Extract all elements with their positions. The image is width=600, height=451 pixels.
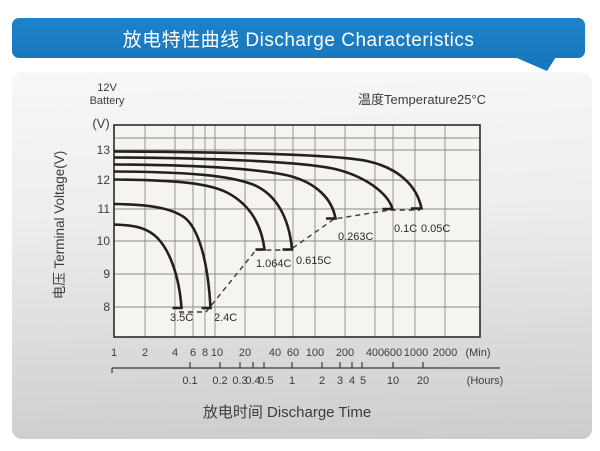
cutoff-dashed-line [179, 209, 420, 313]
hr-tick-10: 10 [387, 375, 399, 387]
hr-tick-3: 3 [337, 375, 343, 387]
min-tick-2: 2 [142, 347, 148, 359]
min-tick-60: 60 [287, 347, 299, 359]
curve-0-615c [113, 170, 294, 251]
curve-label-2-4c: 2.4C [214, 312, 237, 324]
y-tick-8: 8 [103, 300, 110, 314]
min-tick-40: 40 [269, 347, 281, 359]
hr-tick-0-4: 0.4 [245, 375, 260, 387]
plot-border [113, 124, 481, 338]
curve-label-0-615c: 0.615C [296, 255, 332, 267]
page-title: 放电特性曲线 Discharge Characteristics [122, 29, 475, 51]
min-tick-1: 1 [111, 347, 117, 359]
hr-tick-20: 20 [417, 375, 429, 387]
hr-tick-1: 1 [289, 375, 295, 387]
y-tick-9: 9 [103, 267, 110, 281]
curve-1-064c [113, 178, 266, 251]
hr-tick-0-2: 0.2 [212, 375, 227, 387]
hours-axis-ticks: 0.1 0.2 0.3 0.4 0.5 1 2 3 4 5 10 20 (Hou… [182, 375, 503, 387]
curve-0-263c [113, 163, 338, 220]
curve-label-0-1c: 0.1C [394, 223, 417, 235]
min-tick-8: 8 [202, 347, 208, 359]
hr-tick-2: 2 [319, 375, 325, 387]
hours-axis-line [111, 362, 500, 373]
y-tick-13: 13 [97, 143, 111, 157]
y-axis-ticks: 13 12 11 10 9 8 [97, 143, 111, 314]
curve-label-3-5c: 3.5C [170, 312, 193, 324]
title-banner: 放电特性曲线 Discharge Characteristics [12, 18, 585, 58]
hr-tick-4: 4 [349, 375, 355, 387]
y-tick-10: 10 [97, 234, 111, 248]
min-tick-600: 600 [384, 347, 402, 359]
y-unit-label: (V) [92, 116, 109, 131]
curve-label-1-064c: 1.064C [256, 258, 292, 270]
y-axis-title: 电压 Terminal Voltage(V) [52, 151, 67, 300]
x-axis-title: 放电时间 Discharge Time [203, 404, 371, 421]
min-tick-10: 10 [211, 347, 223, 359]
y-tick-11: 11 [98, 202, 111, 216]
hr-tick-0-1: 0.1 [182, 375, 197, 387]
temperature-label: 温度Temperature25°C [358, 92, 486, 107]
min-unit-label: (Min) [465, 347, 490, 359]
min-tick-400: 400 [366, 347, 384, 359]
min-tick-1000: 1000 [404, 347, 428, 359]
hours-unit-label: (Hours) [467, 375, 504, 387]
min-tick-20: 20 [239, 347, 251, 359]
min-tick-200: 200 [336, 347, 354, 359]
curve-label-0-05c: 0.05C [421, 223, 450, 235]
hr-tick-0-3: 0.3 [232, 375, 247, 387]
min-tick-4: 4 [172, 347, 178, 359]
hr-tick-5: 5 [360, 375, 366, 387]
min-tick-6: 6 [190, 347, 196, 359]
curve-label-0-263c: 0.263C [338, 231, 374, 243]
battery-label-line1: 12V [97, 82, 117, 94]
y-tick-12: 12 [97, 173, 111, 187]
battery-label-line2: Battery [90, 95, 125, 107]
curve-3-5c [113, 223, 183, 310]
minutes-axis-ticks: 1 2 4 6 8 10 20 40 60 100 200 400 600 10… [111, 347, 491, 359]
min-tick-100: 100 [306, 347, 324, 359]
curve-2-4c [113, 202, 212, 310]
discharge-curves [113, 150, 424, 310]
min-tick-2000: 2000 [433, 347, 457, 359]
curve-0-05c [113, 150, 424, 210]
curve-0-1c [113, 156, 395, 211]
hr-tick-0-5: 0.5 [258, 375, 273, 387]
